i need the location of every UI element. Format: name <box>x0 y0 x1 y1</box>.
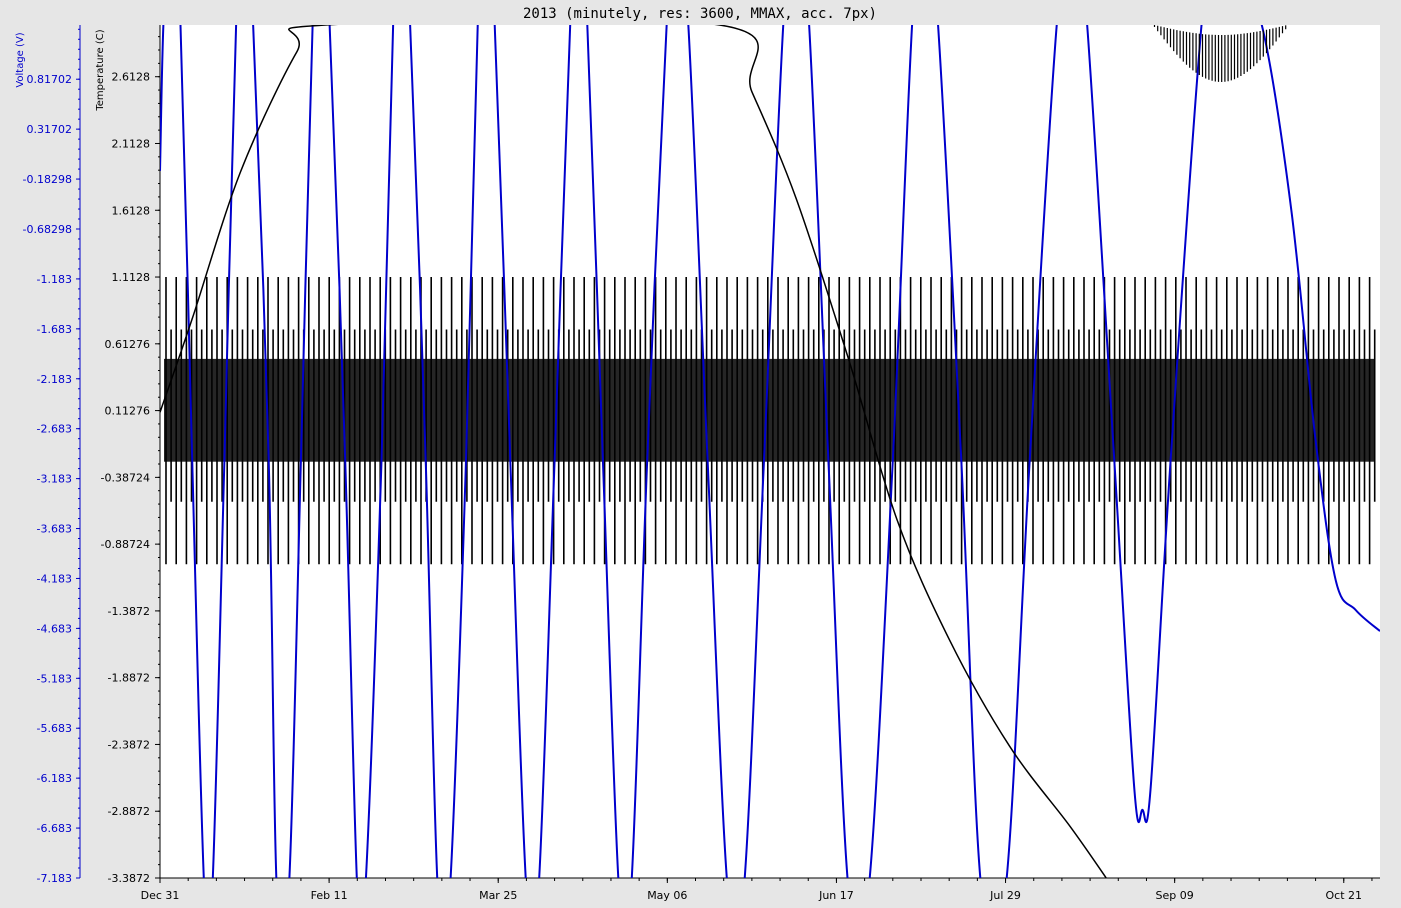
voltage-tick-label: -3.683 <box>37 523 72 536</box>
voltage-ticks: 0.81702 0.31702 -0.18298 -0.68298 -1.183 -1.6… <box>23 28 80 885</box>
voltage-tick-label: -6.183 <box>37 772 72 785</box>
voltage-tick-label: 0.81702 <box>27 73 73 86</box>
voltage-tick-label: -2.183 <box>37 373 72 386</box>
temperature-tick-label: 0.61276 <box>105 338 151 351</box>
voltage-tick-label: -4.683 <box>37 622 72 635</box>
temperature-oscillation-arc <box>1153 25 1287 82</box>
voltage-tick-label: -1.683 <box>37 323 72 336</box>
temperature-axis-label: Temperature (C) <box>95 29 106 111</box>
voltage-tick-label: -5.683 <box>37 722 72 735</box>
series-lines <box>160 25 1380 878</box>
x-tick-label: May 06 <box>647 889 687 902</box>
temperature-tick-label: -0.88724 <box>101 538 150 551</box>
temperature-tick-label: -1.8872 <box>108 672 150 685</box>
voltage-tick-label: -0.68298 <box>23 223 72 236</box>
voltage-tick-label: 0.31702 <box>27 123 73 136</box>
temperature-tick-label: -2.8872 <box>108 805 150 818</box>
temperature-tick-label: -1.3872 <box>108 605 150 618</box>
voltage-tick-label: -5.183 <box>37 672 72 685</box>
temperature-tick-label: 1.6128 <box>112 204 151 217</box>
x-tick-label: Jun 17 <box>818 889 854 902</box>
x-tick-label: Sep 09 <box>1156 889 1194 902</box>
voltage-line <box>160 25 1380 878</box>
temperature-ticks: 2.6128 2.1128 1.6128 1.1128 0.61276 0.11276 -0… <box>101 36 160 885</box>
voltage-tick-label: -7.183 <box>37 872 72 885</box>
temperature-tick-label: -0.38724 <box>101 471 150 484</box>
voltage-tick-label: -4.183 <box>37 572 72 585</box>
temperature-tick-label: 1.1128 <box>112 271 151 284</box>
temperature-tick-label: 0.11276 <box>105 405 151 418</box>
temperature-tick-label: 2.6128 <box>112 71 151 84</box>
x-tick-label: Oct 21 <box>1326 889 1363 902</box>
x-tick-label: Dec 31 <box>141 889 180 902</box>
voltage-tick-label: -2.683 <box>37 423 72 436</box>
temperature-tick-label: 2.1128 <box>112 137 151 150</box>
x-tick-label: Feb 11 <box>311 889 348 902</box>
voltage-tick-label: -1.183 <box>37 273 72 286</box>
voltage-tick-label: -3.183 <box>37 473 72 486</box>
temperature-tick-label: -3.3872 <box>108 872 150 885</box>
temperature-tick-label: -2.3872 <box>108 738 150 751</box>
voltage-axis-label: Voltage (V) <box>15 32 26 87</box>
voltage-tick-label: -6.683 <box>37 822 72 835</box>
chart-title: 2013 (minutely, res: 3600, MMAX, acc. 7p… <box>523 6 877 22</box>
x-tick-label: Mar 25 <box>479 889 517 902</box>
voltage-tick-label: -0.18298 <box>23 173 72 186</box>
x-ticks: Dec 31 Feb 11 Mar 25 May 06 Jun 17 Jul 29 Sep … <box>141 878 1373 902</box>
temperature-line <box>160 25 1107 878</box>
x-tick-label: Jul 29 <box>989 889 1021 902</box>
